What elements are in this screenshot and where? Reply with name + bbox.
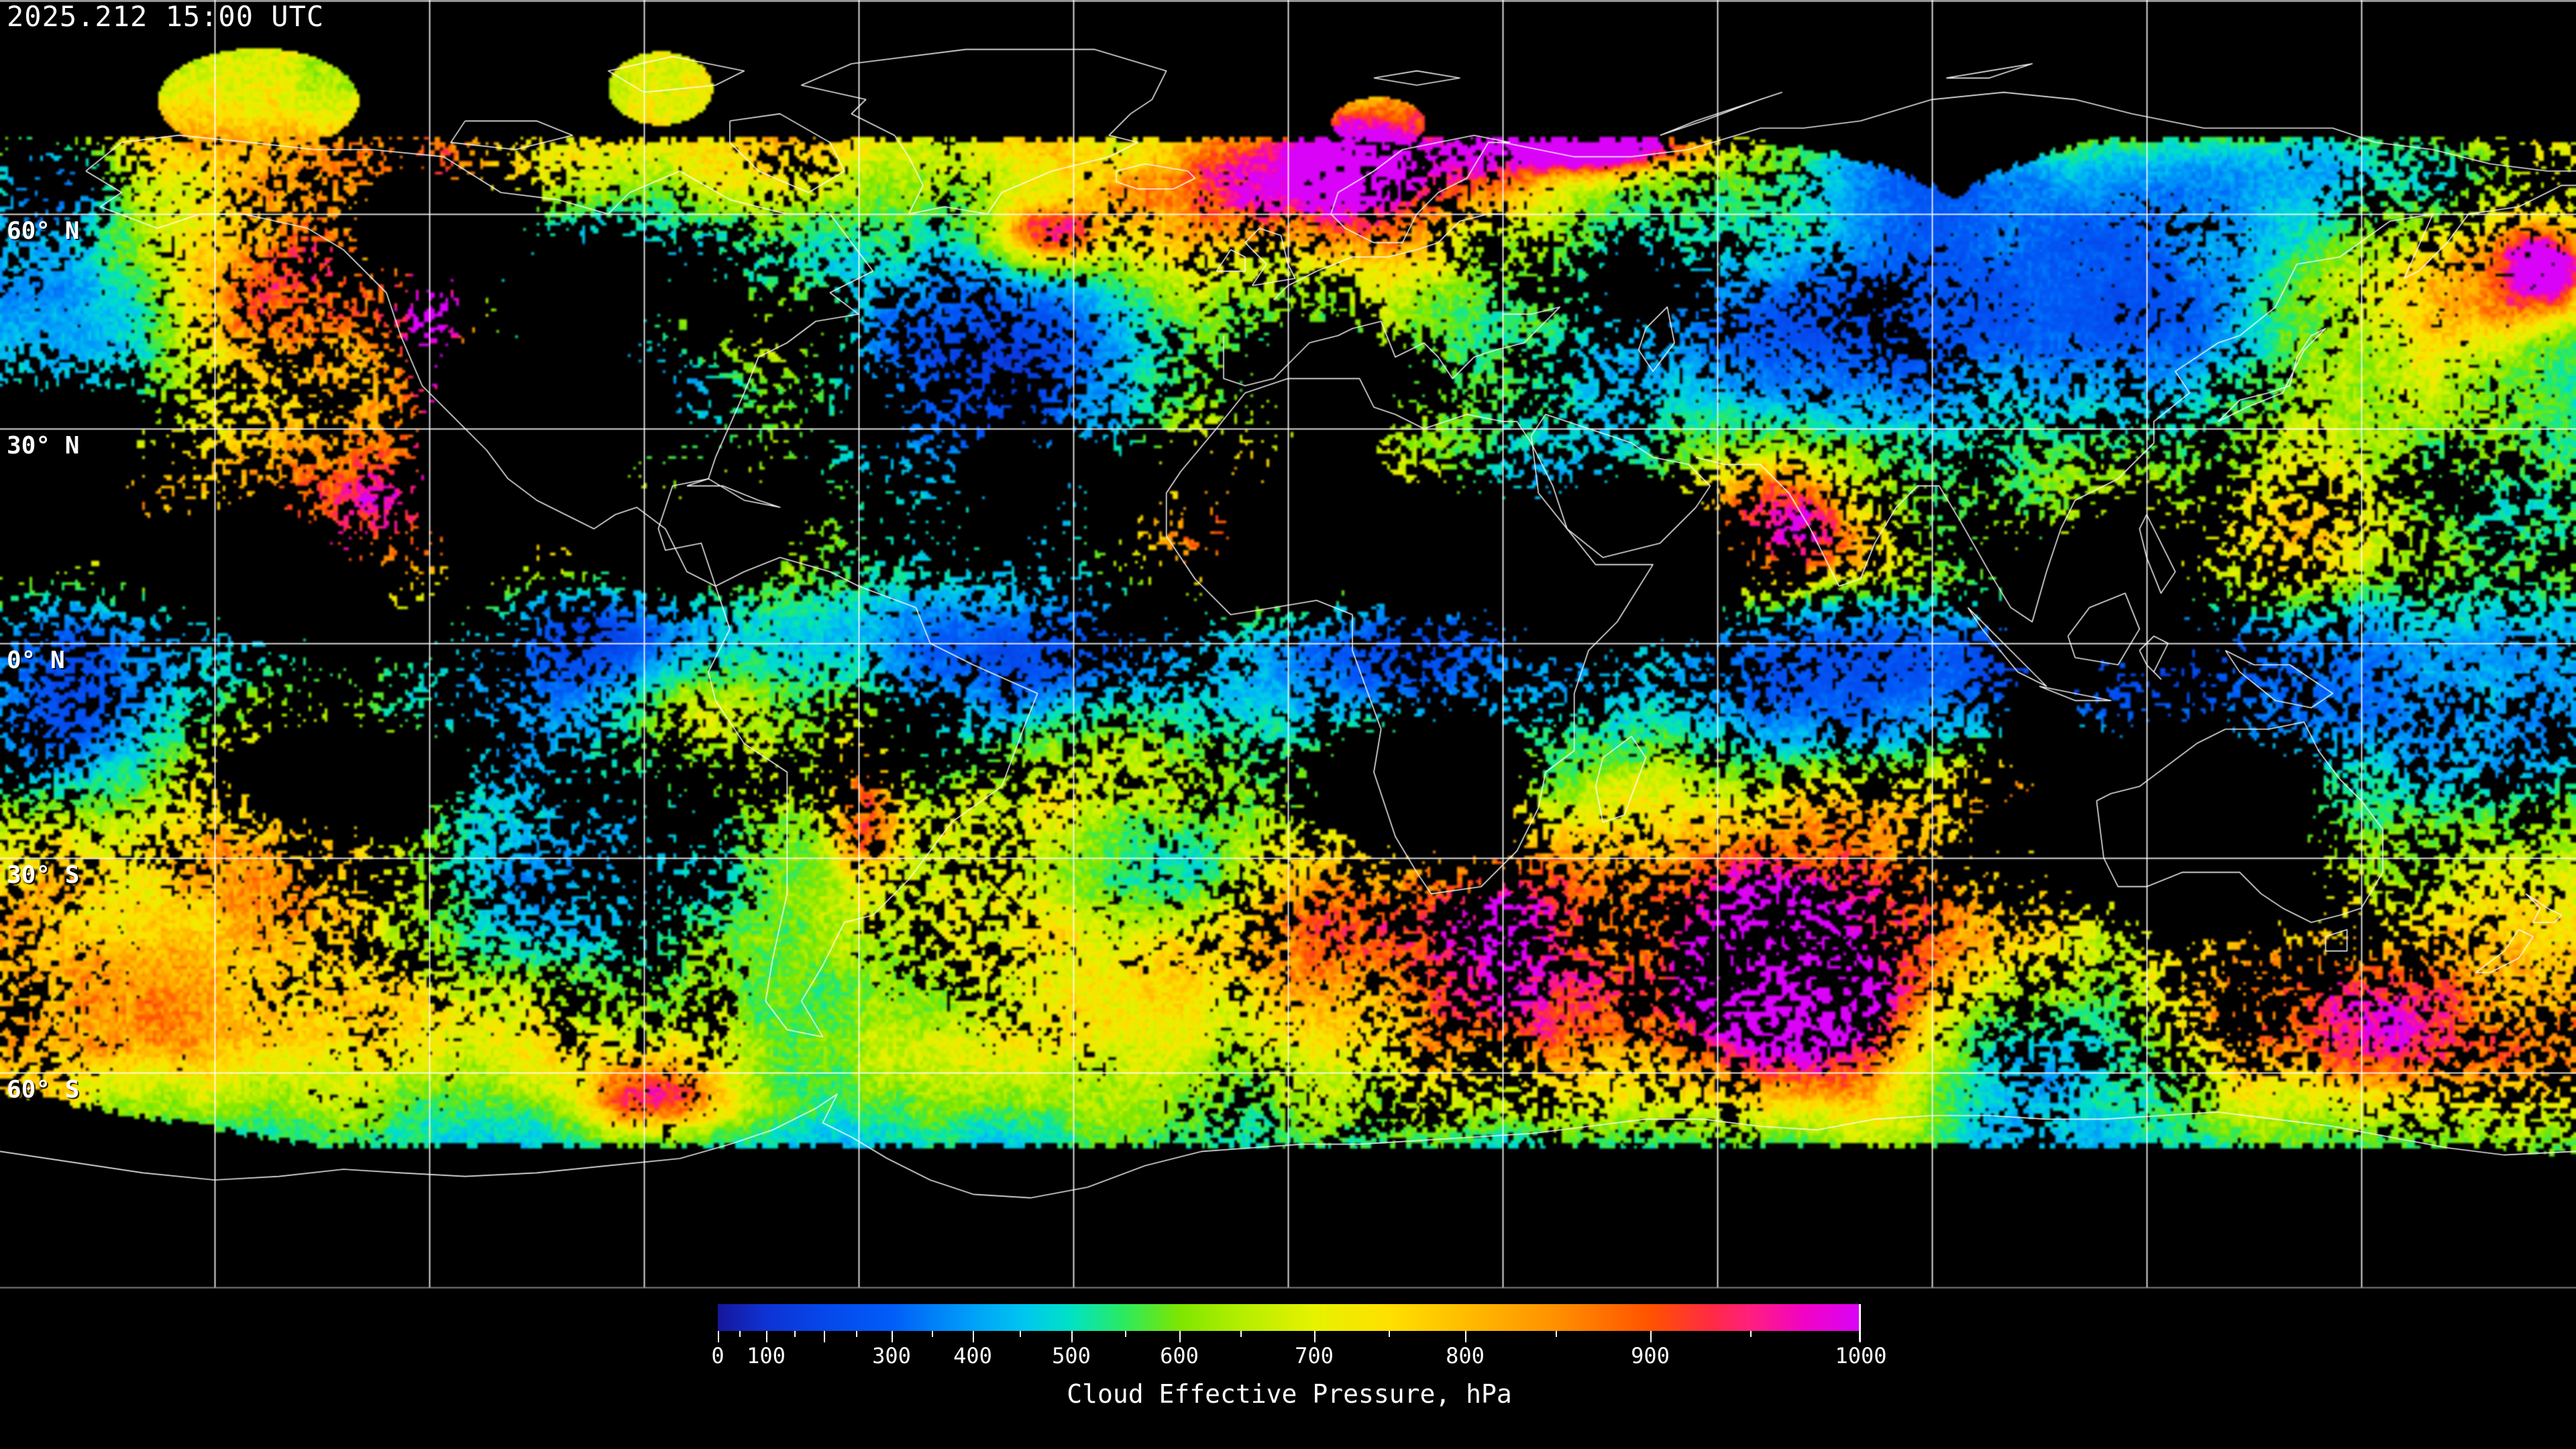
timestamp-label: 2025.212 15:00 UTC — [7, 0, 325, 33]
colorbar-endcap-line — [1859, 1304, 1861, 1342]
latitude-label: 0° N — [7, 647, 65, 674]
colorbar-tick-label: 100 — [747, 1343, 786, 1368]
colorbar-tick-label: 1000 — [1835, 1343, 1887, 1368]
colorbar-tick-label: 300 — [872, 1343, 911, 1368]
colorbar-minor-tick — [794, 1331, 796, 1337]
colorbar-tick-label: 700 — [1295, 1343, 1334, 1368]
colorbar-major-tick — [1465, 1331, 1466, 1342]
colorbar-major-tick — [824, 1331, 825, 1342]
colorbar-tick-label: 400 — [953, 1343, 992, 1368]
colorbar-major-tick — [766, 1331, 767, 1342]
latitude-label: 60° N — [7, 217, 80, 245]
colorbar-tick-label: 900 — [1631, 1343, 1670, 1368]
latitude-label: 30° S — [7, 861, 80, 889]
colorbar-minor-tick — [739, 1331, 741, 1337]
colorbar: 0 100 300 400 500 600 700 800 900 1000 Cloud Effe… — [711, 1304, 1887, 1409]
colorbar-tick-label: 600 — [1160, 1343, 1199, 1368]
latitude-label: 60° S — [7, 1076, 80, 1104]
colorbar-minor-tick — [1389, 1331, 1390, 1337]
latitude-label: 30° N — [7, 432, 80, 460]
colorbar-major-tick — [1179, 1331, 1181, 1342]
colorbar-tick-label: 0 — [711, 1343, 724, 1368]
colorbar-major-tick — [1071, 1331, 1073, 1342]
colorbar-minor-tick — [1020, 1331, 1021, 1337]
colorbar-minor-tick — [1750, 1331, 1752, 1337]
colorbar-major-tick — [973, 1331, 974, 1342]
colorbar-major-tick — [718, 1331, 719, 1342]
colorbar-major-tick — [1860, 1331, 1861, 1342]
colorbar-tick-label: 500 — [1052, 1343, 1091, 1368]
colorbar-minor-tick — [1556, 1331, 1557, 1337]
colorbar-tick-label: 800 — [1446, 1343, 1485, 1368]
colorbar-minor-tick — [1125, 1331, 1126, 1337]
colorbar-minor-tick — [1240, 1331, 1242, 1337]
colorbar-gradient — [718, 1304, 1861, 1331]
colorbar-minor-tick — [856, 1331, 857, 1337]
colorbar-major-tick — [1314, 1331, 1316, 1342]
colorbar-title: Cloud Effective Pressure, hPa — [1067, 1379, 1512, 1409]
colorbar-minor-tick — [932, 1331, 933, 1337]
colorbar-major-tick — [892, 1331, 893, 1342]
colorbar-major-tick — [1650, 1331, 1652, 1342]
